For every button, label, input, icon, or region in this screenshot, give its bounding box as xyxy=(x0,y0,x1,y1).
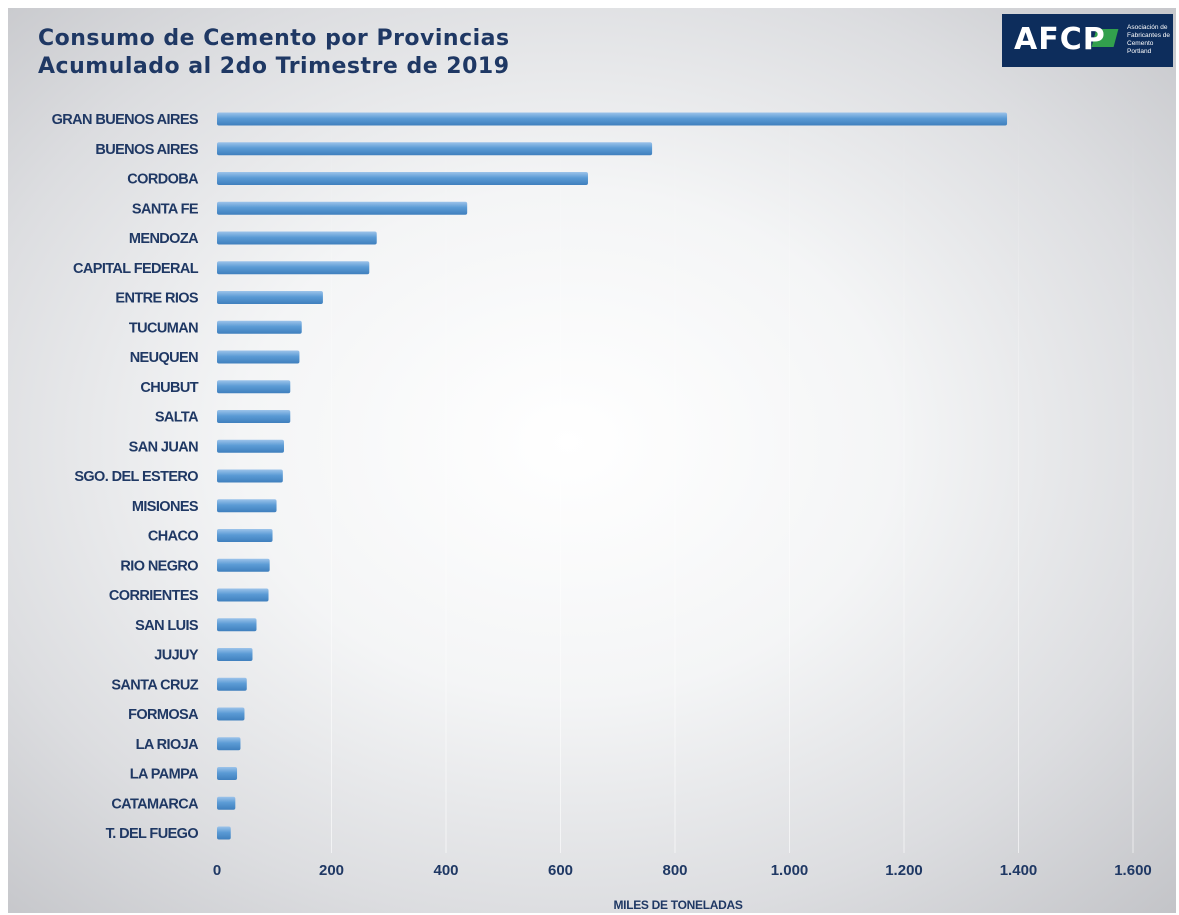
gridline xyxy=(903,103,905,853)
logo-text: Asociación de Fabricantes de Cemento Por… xyxy=(1127,24,1170,55)
category-label: BUENOS AIRES xyxy=(95,142,199,158)
x-tick-label: 0 xyxy=(213,862,221,879)
x-axis-tick-labels: 0 200 400 600 800 1.000 1.200 1.400 1.600 xyxy=(213,862,1152,879)
bar xyxy=(217,261,370,275)
chart-subtitle: Acumulado al 2do Trimestre de 2019 xyxy=(38,54,510,79)
category-label: TUCUMAN xyxy=(129,320,198,336)
category-label: T. DEL FUEGO xyxy=(106,826,199,842)
afcp-logo: AFCP Asociación de Fabricantes de Cement… xyxy=(1002,14,1173,67)
bar-chart: GRAN BUENOS AIRES BUENOS AIRES CORDOBA SANT… xyxy=(52,103,1152,912)
chart-title: Consumo de Cemento por Provincias xyxy=(38,26,510,51)
bar xyxy=(217,767,238,780)
bar xyxy=(217,707,245,721)
x-tick-label: 1.200 xyxy=(885,862,923,879)
category-label: SANTA CRUZ xyxy=(111,677,198,693)
bar xyxy=(217,648,253,661)
x-tick-label: 1.600 xyxy=(1114,862,1152,879)
bar xyxy=(217,350,300,364)
gridline xyxy=(1018,103,1019,853)
category-label: LA RIOJA xyxy=(136,737,199,753)
gridline xyxy=(445,103,447,853)
gridline xyxy=(1132,103,1134,853)
category-label: FORMOSA xyxy=(128,707,199,723)
category-label: NEUQUEN xyxy=(130,350,198,366)
bar xyxy=(217,588,269,602)
category-labels: GRAN BUENOS AIRES BUENOS AIRES CORDOBA SANT… xyxy=(52,112,200,842)
bar xyxy=(217,499,277,513)
bar xyxy=(217,796,236,810)
bar xyxy=(217,677,247,691)
category-label: SANTA FE xyxy=(132,201,199,217)
x-tick-label: 800 xyxy=(662,862,687,879)
bars xyxy=(217,112,1008,840)
bar xyxy=(217,142,653,156)
category-label: SAN JUAN xyxy=(129,439,198,455)
category-label: RIO NEGRO xyxy=(120,558,198,574)
bar xyxy=(217,172,588,185)
bar xyxy=(217,201,468,215)
category-label: GRAN BUENOS AIRES xyxy=(52,112,199,128)
category-label: CORDOBA xyxy=(127,172,199,188)
bar xyxy=(217,558,270,572)
bar xyxy=(217,320,302,334)
logo-mark: AFCP xyxy=(1014,22,1106,57)
x-tick-label: 600 xyxy=(548,862,573,879)
category-label: CORRIENTES xyxy=(109,588,199,604)
category-label: SALTA xyxy=(155,410,199,426)
bar xyxy=(217,737,241,751)
gridline xyxy=(331,103,332,853)
gridline xyxy=(560,103,561,853)
bar xyxy=(217,380,291,394)
category-label: CATAMARCA xyxy=(111,796,199,812)
x-tick-label: 1.400 xyxy=(1000,862,1038,879)
bar xyxy=(217,410,291,423)
bar xyxy=(217,231,377,245)
x-tick-label: 400 xyxy=(433,862,458,879)
category-label: SAN LUIS xyxy=(135,618,199,634)
gridline xyxy=(674,103,676,853)
category-label: SGO. DEL ESTERO xyxy=(74,469,198,485)
category-label: LA PAMPA xyxy=(130,767,199,783)
category-label: CHUBUT xyxy=(140,380,198,396)
category-label: MENDOZA xyxy=(129,231,199,247)
bar xyxy=(217,618,257,632)
gridlines xyxy=(331,103,1134,853)
bar xyxy=(217,439,284,453)
x-axis-title: MILES DE TONELADAS xyxy=(613,898,742,912)
bar xyxy=(217,291,323,304)
category-label: CHACO xyxy=(148,529,198,545)
category-label: JUJUY xyxy=(154,648,199,664)
gridline xyxy=(789,103,790,853)
bar xyxy=(217,469,283,483)
category-label: MISIONES xyxy=(132,499,199,515)
bar xyxy=(217,826,231,840)
bar xyxy=(217,529,273,542)
chart-frame: Consumo de Cemento por Provincias Acumul… xyxy=(8,8,1176,913)
category-label: CAPITAL FEDERAL xyxy=(73,261,199,277)
bar xyxy=(217,112,1008,126)
x-tick-label: 1.000 xyxy=(771,862,809,879)
category-label: ENTRE RIOS xyxy=(115,291,199,307)
x-tick-label: 200 xyxy=(319,862,344,879)
